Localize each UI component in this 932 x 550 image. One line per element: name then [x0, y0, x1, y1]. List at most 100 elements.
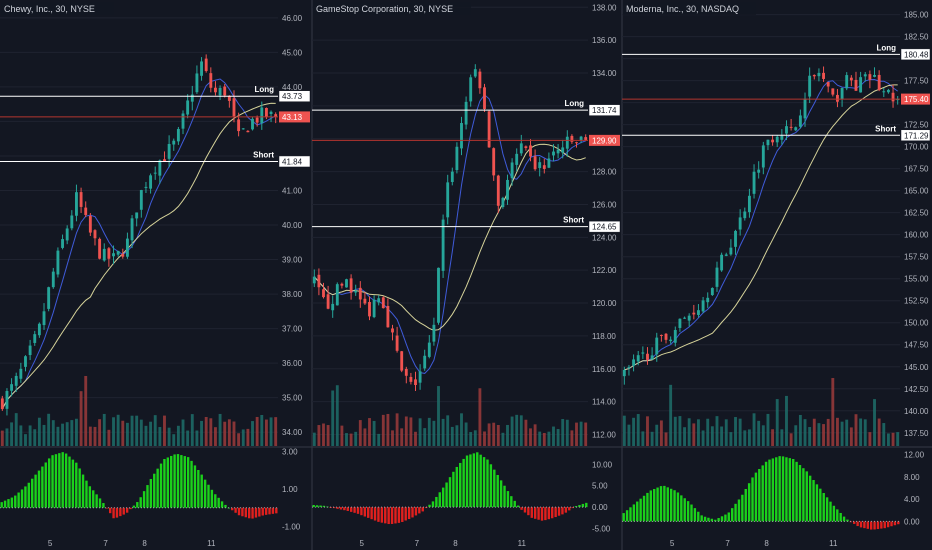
histogram-bar	[523, 507, 527, 513]
volume-bar	[37, 417, 41, 446]
volume-bar	[478, 388, 482, 446]
volume-bar	[51, 420, 55, 446]
chart-panel-3: Long Short 137.50 140.00 142.50 145.00 147.50 1…	[622, 2, 931, 548]
volume-bar	[368, 418, 371, 446]
volume-bar	[190, 414, 194, 446]
candle-body	[163, 159, 166, 162]
y-tick-label: 45.00	[282, 48, 303, 57]
candle-body	[139, 190, 143, 210]
histogram-bar	[754, 472, 758, 522]
volume-bar	[237, 433, 241, 446]
histogram-bar	[247, 507, 251, 519]
histogram-bar	[349, 507, 353, 512]
candle-body	[565, 136, 569, 149]
volume-bar	[432, 420, 436, 446]
volume-bar	[335, 385, 339, 446]
last-price-text: 129.90	[592, 136, 617, 145]
candle-body	[789, 126, 793, 128]
candle-body	[130, 218, 134, 241]
histogram-bar	[98, 498, 102, 508]
histogram-bar	[47, 458, 51, 508]
hist-tick-label: 8.00	[904, 473, 920, 482]
chart-title: GameStop Corporation, 30, NYSE	[316, 4, 453, 14]
hist-tick-label: -5.00	[592, 525, 611, 534]
histogram-bar	[730, 508, 734, 522]
volume-bar	[724, 419, 728, 446]
candle-body	[450, 171, 454, 182]
y-tick-label: 137.50	[904, 429, 929, 438]
histogram-bar	[373, 507, 377, 521]
histogram-bar	[251, 507, 254, 519]
fast-moving-average	[1, 78, 276, 410]
volume-bar	[627, 424, 631, 446]
histogram-bar	[95, 494, 98, 508]
volume-bar	[227, 419, 231, 446]
candle-body	[729, 247, 733, 255]
histogram-bar	[3, 500, 7, 508]
histogram-bar	[407, 507, 411, 520]
histogram-bar	[798, 465, 802, 522]
y-tick-label: 138.00	[592, 3, 617, 12]
candle-body	[826, 82, 830, 87]
histogram-bar	[510, 496, 513, 508]
candle-body	[354, 290, 358, 293]
histogram-bar	[720, 516, 724, 522]
candle-body	[798, 115, 802, 127]
histogram-bar	[404, 507, 407, 521]
candle-body	[460, 123, 463, 149]
histogram-bar	[795, 461, 798, 522]
volume-bar	[232, 421, 236, 446]
histogram-bar	[31, 478, 34, 508]
candle-body	[501, 197, 505, 208]
candle-body	[775, 136, 779, 143]
histogram-bar	[37, 470, 41, 508]
histogram-bar	[435, 496, 438, 508]
candle-body	[33, 334, 37, 343]
histogram-bar	[241, 507, 244, 517]
volume-bar	[107, 429, 111, 446]
histogram-bar	[737, 499, 741, 522]
y-tick-label: 185.00	[904, 11, 929, 20]
volume-bar	[469, 432, 473, 446]
histogram-bar	[866, 521, 869, 529]
candle-body	[264, 107, 268, 118]
histogram-bar	[332, 507, 336, 509]
volume-bar	[579, 421, 583, 446]
histogram-bar	[319, 505, 322, 508]
volume-bar	[93, 426, 97, 446]
histogram-bar	[897, 521, 900, 525]
volume-bar	[529, 428, 532, 446]
candle-body	[515, 153, 519, 165]
volume-bar	[269, 417, 273, 446]
candle-body	[636, 355, 640, 362]
candles	[622, 66, 900, 385]
level-label-long: Long	[876, 43, 896, 52]
volume-bar	[195, 430, 199, 446]
y-tick-label: 44.00	[282, 83, 303, 92]
candle-body	[845, 75, 849, 89]
histogram-bar	[271, 507, 275, 514]
volume-bar	[125, 422, 129, 446]
candle-body	[98, 238, 102, 259]
candle-body	[882, 91, 886, 93]
y-tick-label: 155.00	[904, 275, 929, 284]
candle-body	[715, 267, 719, 287]
histogram-bar	[312, 505, 315, 508]
histogram-bar	[540, 507, 544, 521]
candle-body	[817, 72, 821, 77]
histogram-bar	[853, 521, 856, 524]
histogram-bar	[24, 486, 27, 508]
candle-body	[237, 119, 241, 132]
histogram-bar	[625, 510, 629, 522]
histogram-bar	[197, 469, 200, 508]
volume-bar	[734, 417, 737, 446]
histogram-bar	[190, 460, 193, 508]
x-tick-label: 8	[142, 539, 147, 548]
histogram-bar	[886, 521, 890, 528]
volume-bar	[167, 427, 171, 446]
candle-body	[158, 160, 162, 176]
histogram-bar	[690, 504, 693, 522]
volume-bar	[61, 423, 64, 446]
histogram-bar	[557, 507, 561, 516]
